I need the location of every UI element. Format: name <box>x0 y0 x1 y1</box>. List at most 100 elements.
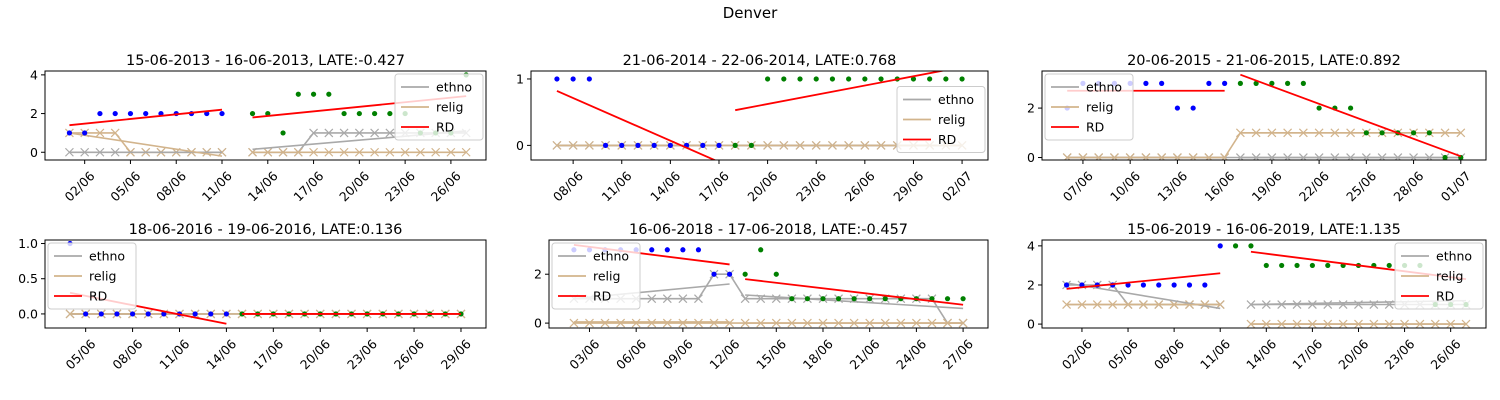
x-tick-label: 27/06 <box>940 336 976 372</box>
rd-line-before <box>69 108 223 127</box>
relig-marker <box>1062 153 1072 160</box>
subplot-title: 15-06-2019 - 16-06-2019, LATE:1.135 <box>1127 222 1401 238</box>
x-tick-label: 26/06 <box>391 336 427 372</box>
before-point <box>129 311 136 317</box>
ethno-marker <box>354 128 364 138</box>
x-tick-label: 25/06 <box>1343 168 1379 204</box>
legend-box <box>896 86 986 153</box>
after-point <box>1253 80 1259 86</box>
y-tick-label: 2 <box>534 267 542 282</box>
relig-marker <box>1220 153 1230 160</box>
after-point <box>797 76 803 82</box>
after-point <box>943 76 949 82</box>
before-point <box>651 142 657 148</box>
rd-line-before <box>1066 272 1221 290</box>
after-point <box>910 76 917 82</box>
x-tick-label: 16/06 <box>1201 168 1237 204</box>
relig-marker <box>694 318 703 328</box>
relig-marker <box>662 318 672 328</box>
legend-label-relig: relig <box>938 112 965 127</box>
legend-label-relig: relig <box>1436 269 1463 284</box>
x-tick-label: 17/06 <box>290 168 326 204</box>
legend: ethno relig RD <box>1394 242 1484 310</box>
x-tick-label: 05/06 <box>107 168 143 204</box>
after-point <box>1426 130 1432 136</box>
relig-marker <box>1456 128 1466 138</box>
legend-label-rd: RD <box>1086 120 1104 135</box>
after-point <box>789 296 795 302</box>
x-tick-label: 20/06 <box>297 336 333 372</box>
after-point <box>878 76 884 82</box>
after-point <box>356 110 362 117</box>
after-point <box>1325 262 1331 269</box>
ethno-marker <box>694 294 703 304</box>
ethno-marker <box>370 128 380 138</box>
subplot-4: 18-06-2016 - 19-06-2016, LATE:0.136 0.0 0.… <box>18 222 487 372</box>
before-point <box>602 142 609 148</box>
x-tick-label: 20/06 <box>744 168 780 204</box>
y-tick-label: 0 <box>534 316 542 331</box>
after-point <box>813 76 819 82</box>
x-tick-label: 23/06 <box>382 168 418 204</box>
before-point <box>208 311 214 317</box>
after-point <box>1386 262 1392 269</box>
ethno-marker <box>678 294 688 304</box>
ethno-marker <box>385 128 395 138</box>
axes-frame <box>1041 239 1487 329</box>
before-point <box>82 130 88 136</box>
relig-marker <box>552 140 562 150</box>
legend-label-rd: RD <box>89 289 107 304</box>
after-point <box>758 247 764 253</box>
after-point <box>1279 262 1285 269</box>
before-point <box>649 247 655 253</box>
relig-marker <box>461 147 471 157</box>
after-point <box>249 110 256 117</box>
legend-label-rd: RD <box>436 120 454 135</box>
legend-label-ethno: ethno <box>89 249 125 264</box>
after-point <box>1300 80 1306 86</box>
x-tick-label: 19/06 <box>1249 168 1285 204</box>
before-point <box>98 311 104 317</box>
before-point <box>112 110 118 117</box>
before-point <box>667 142 673 148</box>
x-tick-label: 23/06 <box>793 168 829 204</box>
before-point <box>192 311 198 317</box>
relig-marker <box>1235 128 1245 138</box>
after-point <box>846 76 852 82</box>
rd-line-after <box>735 71 946 112</box>
after-point <box>1309 262 1315 269</box>
before-point <box>711 271 717 277</box>
subplot-title: 20-06-2015 - 21-06-2015, LATE:0.892 <box>1127 53 1401 69</box>
x-tick-label: 14/06 <box>647 168 683 204</box>
y-tick-label: 0 <box>1027 317 1035 332</box>
axes-frame <box>44 239 487 329</box>
before-point <box>1217 243 1223 249</box>
after-point <box>372 110 378 117</box>
x-tick-label: 26/06 <box>842 168 878 204</box>
after-point <box>1379 130 1385 136</box>
relig-marker <box>631 318 641 328</box>
plot-area <box>1062 73 1466 160</box>
x-tick-label: 26/06 <box>428 168 464 204</box>
relig-marker <box>585 318 594 328</box>
x-tick-label: 14/06 <box>245 168 281 204</box>
x-tick-label: 17/06 <box>696 168 732 204</box>
legend: ethno relig RD <box>1044 73 1134 141</box>
after-point <box>835 296 842 302</box>
after-point <box>1232 243 1239 249</box>
before-point <box>1156 282 1162 288</box>
before-point <box>680 247 686 253</box>
relig-marker <box>647 318 657 328</box>
subplot-title: 21-06-2014 - 22-06-2014, LATE:0.768 <box>623 53 897 69</box>
y-tick-label: 4 <box>30 67 38 82</box>
after-point <box>1294 262 1300 269</box>
x-tick-label: 09/06 <box>660 336 696 372</box>
after-point <box>265 110 271 117</box>
x-tick-label: 17/06 <box>250 336 286 372</box>
subplot-3: 20-06-2015 - 21-06-2015, LATE:0.892 0 2 07/… <box>1027 53 1487 204</box>
before-point <box>219 110 225 117</box>
after-point <box>882 296 888 302</box>
before-point <box>1222 80 1228 86</box>
legend-box <box>551 242 641 310</box>
before-point <box>143 110 149 117</box>
